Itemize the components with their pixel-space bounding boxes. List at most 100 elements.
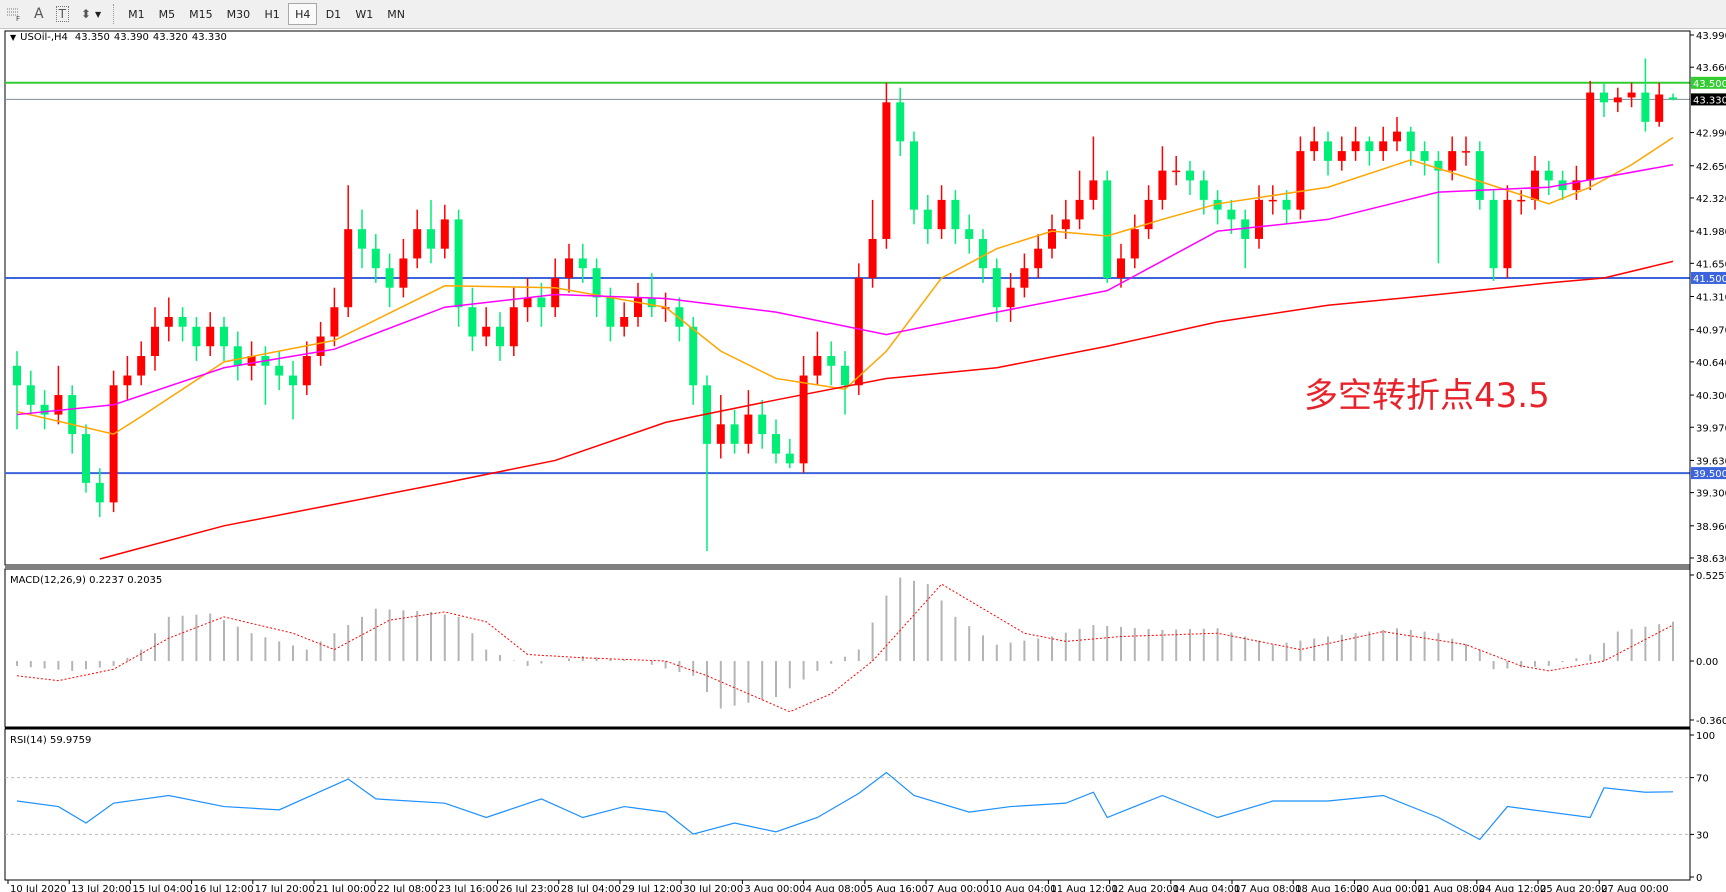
candle-body	[1006, 287, 1015, 308]
date-tick-label: 10 Jul 2020	[10, 884, 67, 892]
text-icon[interactable]: A	[28, 3, 50, 25]
candle-body	[1406, 131, 1415, 152]
date-tick-label: 5 Aug 16:00	[867, 884, 928, 892]
candle-body	[937, 199, 946, 230]
candle-body	[1282, 199, 1291, 210]
candle-body	[772, 434, 780, 454]
price-chart[interactable]: 43.990 43.660 42.990 42.650 42.320 41.980 41.6…	[0, 28, 1726, 892]
timeframe-m30[interactable]: M30	[226, 7, 251, 21]
candle-body	[1296, 151, 1305, 210]
date-tick-label: 21 Aug 08:00	[1418, 884, 1485, 892]
date-tick-label: 4 Aug 08:00	[806, 884, 867, 892]
chevron-down-icon[interactable]: ▼	[10, 33, 17, 42]
candle-body	[854, 277, 863, 386]
chevron-down-icon: ▼	[94, 9, 102, 19]
candle-body	[1075, 199, 1084, 220]
candle-body	[1669, 97, 1677, 100]
timeframe-m5[interactable]: M5	[158, 7, 176, 21]
timeframe-m15[interactable]: M15	[189, 7, 213, 21]
candle-body	[344, 229, 353, 308]
candle-body	[620, 316, 629, 327]
candle-body	[82, 434, 90, 483]
macd-tick-label: 0.00	[1696, 657, 1718, 668]
candle-body	[1351, 141, 1360, 152]
candle-body	[1627, 92, 1636, 98]
macd-pane	[4, 568, 1691, 728]
candle-body	[1337, 151, 1346, 161]
candle-body	[1517, 199, 1526, 202]
candle-body	[1462, 151, 1470, 153]
date-tick-label: 25 Aug 20:00	[1540, 884, 1607, 892]
level-price-label: 43.500	[1693, 79, 1726, 90]
price-tick-label: 40.300	[1696, 391, 1726, 402]
candle-body	[537, 297, 546, 308]
date-tick-label: 26 Jul 23:00	[500, 884, 560, 892]
candle-body	[992, 268, 1001, 308]
candle-body	[440, 219, 449, 249]
open-value: 43.350	[74, 32, 110, 43]
candle-body	[220, 326, 228, 347]
candle-body	[1310, 141, 1319, 152]
candle-body	[1324, 141, 1332, 161]
candle-body	[482, 326, 491, 337]
timeframe-d1[interactable]: D1	[325, 7, 342, 21]
grid-f-icon[interactable]: F	[0, 3, 28, 25]
candle-body	[675, 307, 684, 327]
date-tick-label: 23 Jul 16:00	[438, 884, 498, 892]
candle-body	[496, 326, 504, 347]
candle-body	[551, 277, 560, 308]
candle-body	[1255, 199, 1263, 239]
candle-body	[1061, 219, 1070, 230]
date-tick-label: 13 Jul 20:00	[71, 884, 131, 892]
candle-body	[1227, 209, 1236, 220]
candle-body	[785, 453, 794, 464]
candle-body	[247, 356, 256, 366]
candle-body	[1475, 151, 1484, 200]
low-value: 43.320	[152, 32, 188, 43]
candle-body	[1379, 141, 1388, 152]
price-tick-label: 42.320	[1696, 194, 1726, 205]
candle-body	[1531, 170, 1539, 200]
candle-body	[1048, 229, 1056, 249]
date-tick-label: 16 Jul 12:00	[194, 884, 254, 892]
candle-body	[385, 268, 394, 288]
rsi-tick-label: 0	[1696, 873, 1702, 884]
candle-body	[399, 258, 408, 288]
candle-body	[1434, 160, 1443, 171]
timeframe-h4[interactable]: H4	[288, 3, 318, 25]
rsi-tick-label: 30	[1696, 830, 1709, 841]
price-tick-label: 40.970	[1696, 326, 1726, 337]
candle-body	[164, 316, 173, 327]
arrows-dropdown-button[interactable]: ⬍ ▼	[75, 3, 107, 25]
candle-body	[1448, 151, 1457, 171]
date-tick-label: 14 Aug 04:00	[1173, 884, 1240, 892]
price-tick-label: 42.990	[1696, 129, 1726, 140]
symbol-label: USOil-,H4	[20, 32, 68, 43]
level-price-label: 39.500	[1693, 469, 1726, 480]
timeframe-m1[interactable]: M1	[128, 7, 145, 21]
date-tick-label: 18 Aug 16:00	[1295, 884, 1362, 892]
candle-body	[979, 238, 987, 269]
date-tick-label: 20 Aug 00:00	[1356, 884, 1423, 892]
candle-body	[192, 326, 201, 347]
date-tick-label: 24 Aug 12:00	[1479, 884, 1546, 892]
close-value: 43.330	[191, 32, 227, 43]
chart-annotation: 多空转折点43.5	[1304, 376, 1550, 416]
candle-body	[427, 229, 435, 249]
macd-signal-line	[16, 583, 1674, 713]
timeframe-h1[interactable]: H1	[264, 7, 280, 21]
price-tick-label: 41.650	[1696, 259, 1726, 270]
rsi-pane	[4, 728, 1691, 881]
rsi-tick-label: 70	[1696, 774, 1709, 785]
date-tick-label: 30 Jul 20:00	[683, 884, 743, 892]
text-label-icon[interactable]: T	[50, 3, 75, 25]
price-tick-label: 41.980	[1696, 227, 1726, 238]
toolbar: F A T ⬍ ▼ M1 M5 M15 M30 H1 H4 D1 W1 MN	[0, 0, 1726, 29]
candle-body	[26, 385, 35, 405]
candle-body	[1186, 170, 1194, 181]
candle-body	[151, 326, 159, 357]
date-tick-label: 7 Aug 00:00	[928, 884, 989, 892]
candle-body	[275, 365, 284, 376]
timeframe-mn[interactable]: MN	[387, 7, 406, 21]
timeframe-w1[interactable]: W1	[355, 7, 374, 21]
